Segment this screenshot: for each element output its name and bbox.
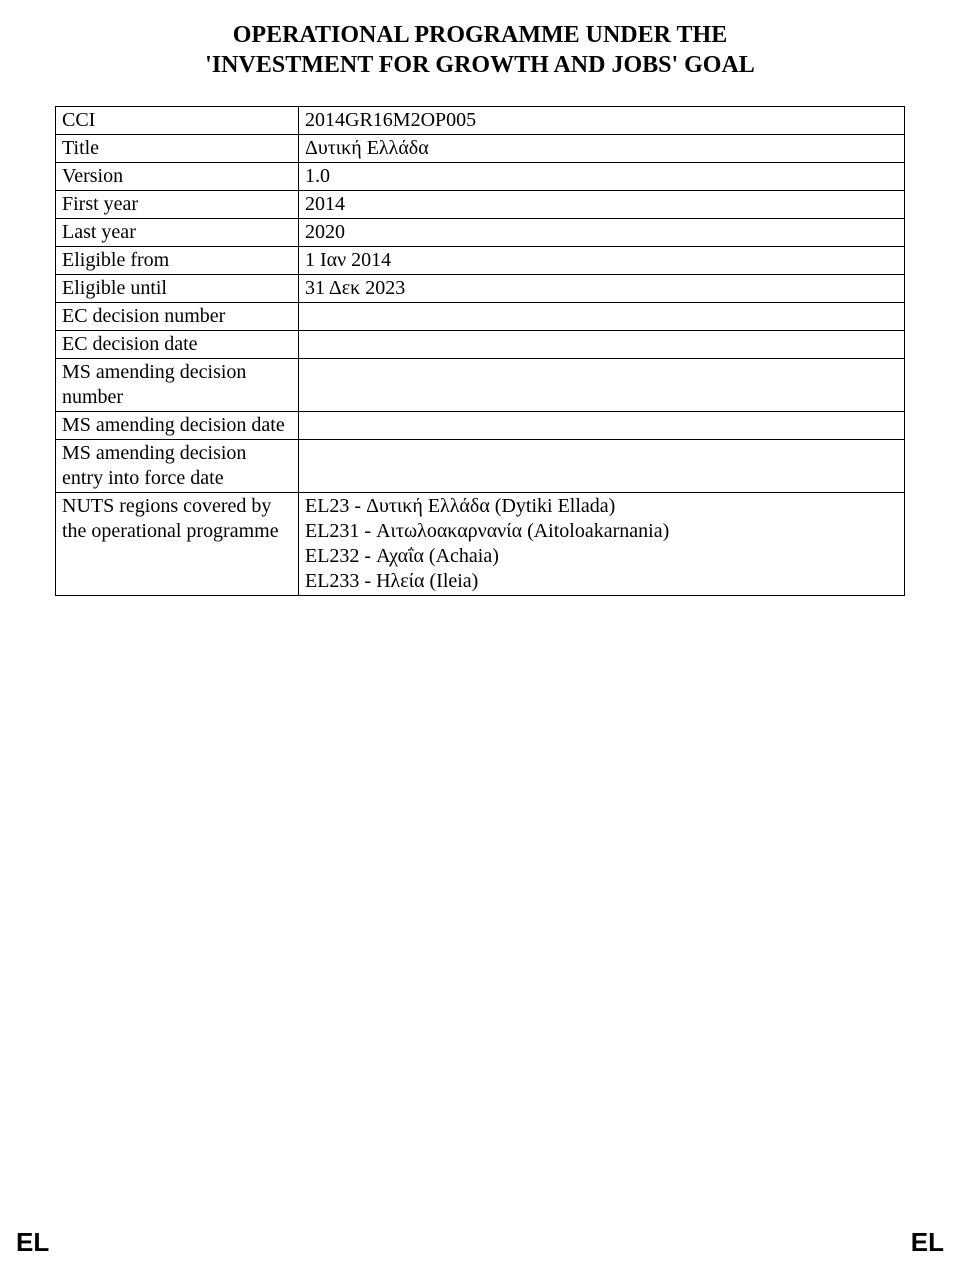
row-value: Δυτική Ελλάδα <box>299 135 905 163</box>
row-value <box>299 303 905 331</box>
row-label: MS amending decision entry into force da… <box>56 440 299 493</box>
table-row: MS amending decision date <box>56 412 905 440</box>
row-value: 2014GR16M2OP005 <box>299 107 905 135</box>
heading-line-1: OPERATIONAL PROGRAMME UNDER THE <box>233 22 727 48</box>
nuts-region: EL23 - Δυτική Ελλάδα (Dytiki Ellada) <box>305 494 898 519</box>
table-row-nuts: NUTS regions covered by the operational … <box>56 493 905 596</box>
row-value <box>299 440 905 493</box>
row-label: Eligible from <box>56 247 299 275</box>
row-label: NUTS regions covered by the operational … <box>56 493 299 596</box>
nuts-region: EL233 - Ηλεία (Ileia) <box>305 569 898 594</box>
heading-line-2: 'INVESTMENT FOR GROWTH AND JOBS' GOAL <box>205 52 755 78</box>
row-value: 2014 <box>299 191 905 219</box>
row-label: Title <box>56 135 299 163</box>
row-label: MS amending decision date <box>56 412 299 440</box>
table-row: CCI 2014GR16M2OP005 <box>56 107 905 135</box>
page-content: OPERATIONAL PROGRAMME UNDER THE 'INVESTM… <box>0 0 960 596</box>
table-row: First year 2014 <box>56 191 905 219</box>
page-title: OPERATIONAL PROGRAMME UNDER THE 'INVESTM… <box>55 20 905 80</box>
table-row: Version 1.0 <box>56 163 905 191</box>
row-value <box>299 412 905 440</box>
table-row: MS amending decision number <box>56 359 905 412</box>
row-label: EC decision number <box>56 303 299 331</box>
row-value <box>299 331 905 359</box>
row-label: CCI <box>56 107 299 135</box>
table-row: EC decision number <box>56 303 905 331</box>
table-row: Eligible until 31 Δεκ 2023 <box>56 275 905 303</box>
row-label: Last year <box>56 219 299 247</box>
table-row: EC decision date <box>56 331 905 359</box>
row-label: Version <box>56 163 299 191</box>
row-value: 31 Δεκ 2023 <box>299 275 905 303</box>
footer-right: EL <box>911 1227 944 1258</box>
table-row: Last year 2020 <box>56 219 905 247</box>
row-value: 1.0 <box>299 163 905 191</box>
row-value-nuts: EL23 - Δυτική Ελλάδα (Dytiki Ellada) EL2… <box>299 493 905 596</box>
nuts-region: EL231 - Αιτωλοακαρνανία (Aitoloakarnania… <box>305 519 898 544</box>
row-label: MS amending decision number <box>56 359 299 412</box>
table-row: MS amending decision entry into force da… <box>56 440 905 493</box>
table-row: Eligible from 1 Ιαν 2014 <box>56 247 905 275</box>
row-value <box>299 359 905 412</box>
row-label: First year <box>56 191 299 219</box>
row-label: EC decision date <box>56 331 299 359</box>
table-row: Title Δυτική Ελλάδα <box>56 135 905 163</box>
footer-left: EL <box>16 1227 49 1258</box>
info-table: CCI 2014GR16M2OP005 Title Δυτική Ελλάδα … <box>55 106 905 596</box>
row-label: Eligible until <box>56 275 299 303</box>
row-value: 2020 <box>299 219 905 247</box>
row-value: 1 Ιαν 2014 <box>299 247 905 275</box>
nuts-region: EL232 - Αχαΐα (Achaia) <box>305 544 898 569</box>
